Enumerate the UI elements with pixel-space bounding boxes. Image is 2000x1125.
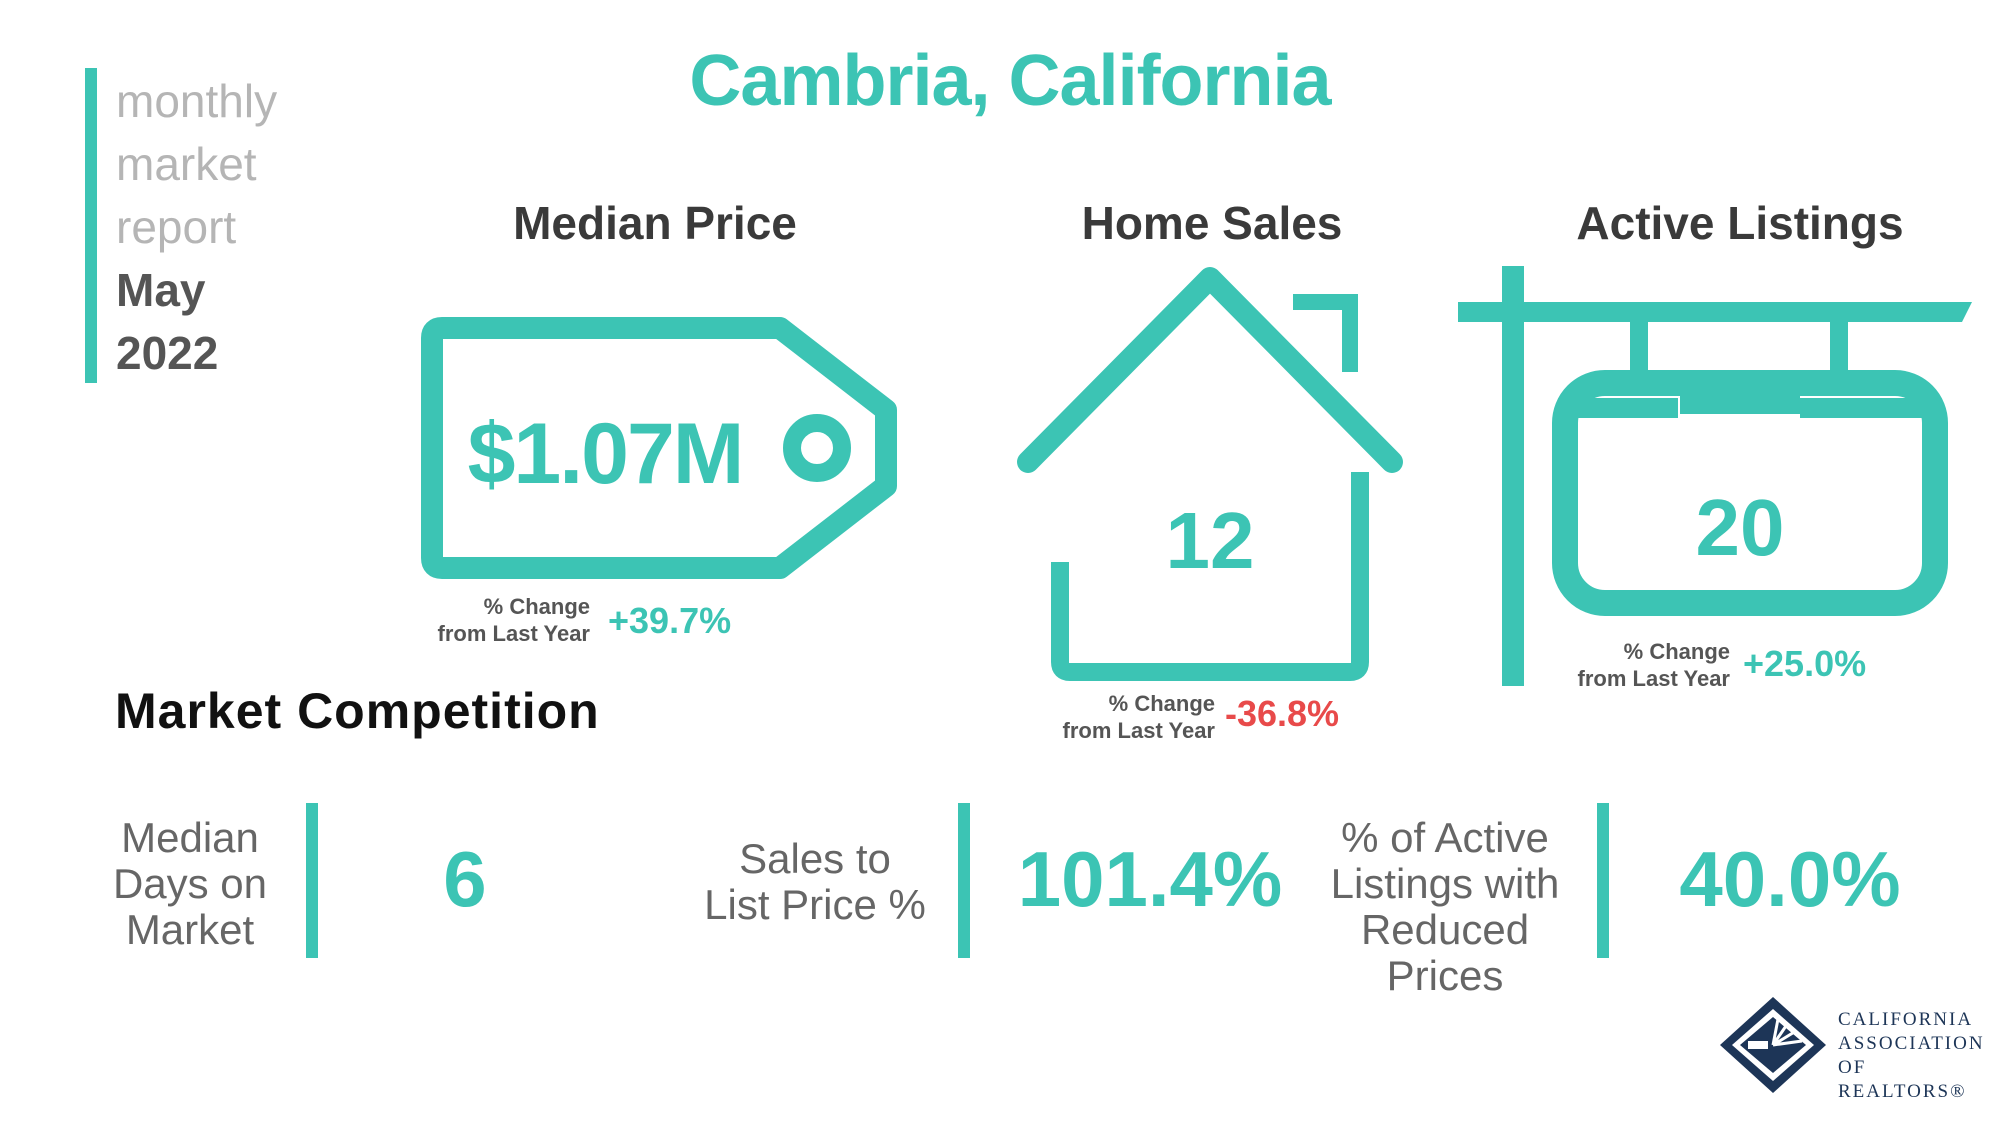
reduced-prices-value: 40.0% xyxy=(1679,835,1901,923)
days-on-market-label: Median Days on Market xyxy=(100,815,280,953)
kpi-label-line2: Days on xyxy=(112,860,268,907)
home-sales-value: 12 xyxy=(1165,496,1255,585)
change-label-line1: % Change xyxy=(1623,639,1730,664)
report-month: May xyxy=(116,264,206,316)
report-label-line1: monthly xyxy=(116,75,278,127)
median-price-change: +39.7% xyxy=(608,600,732,641)
house-icon xyxy=(1017,267,1403,681)
median-price-value: $1.07M xyxy=(467,406,745,502)
report-label-line3: report xyxy=(116,201,237,253)
logo-line3: OF REALTORS® xyxy=(1838,1057,1967,1102)
report-label-line2: market xyxy=(116,138,257,190)
days-on-market-divider xyxy=(306,803,318,958)
logo-text: CALIFORNIA ASSOCIATION OF REALTORS® xyxy=(1838,1008,2000,1104)
change-label-line2: from Last Year xyxy=(1062,718,1215,743)
kpi-label-line1: Median xyxy=(121,814,259,861)
reduced-prices-label: % of Active Listings with Reduced Prices xyxy=(1305,815,1585,999)
report-label: monthly market report May 2022 xyxy=(116,70,277,385)
sales-to-list-divider xyxy=(958,803,970,958)
car-logo-icon xyxy=(1720,997,1826,1093)
change-label-line2: from Last Year xyxy=(1577,666,1730,691)
reduced-prices-divider xyxy=(1597,803,1609,958)
price-tag-icon xyxy=(421,317,897,579)
sales-to-list-label: Sales to List Price % xyxy=(685,836,945,928)
report-year: 2022 xyxy=(116,327,219,379)
logo-line2: ASSOCIATION xyxy=(1838,1033,1985,1054)
kpi-label-line2: List Price % xyxy=(704,881,926,928)
active-listings-title: Active Listings xyxy=(1576,197,1904,249)
active-listings-change-label: % Change from Last Year xyxy=(1560,638,1730,692)
median-price-title: Median Price xyxy=(513,197,797,249)
days-on-market-value: 6 xyxy=(443,835,487,923)
kpi-label-line1: % of Active xyxy=(1341,814,1549,861)
sales-to-list-value: 101.4% xyxy=(1017,835,1283,923)
kpi-label-line1: Sales to xyxy=(739,835,891,882)
kpi-label-line3: Market xyxy=(125,906,255,953)
home-sales-change-label: % Change from Last Year xyxy=(1045,690,1215,744)
sidebar-accent-bar xyxy=(85,68,97,383)
market-competition-title: Market Competition xyxy=(115,683,600,739)
logo-line1: CALIFORNIA xyxy=(1838,1009,1974,1030)
change-label-line1: % Change xyxy=(483,594,590,619)
median-price-change-label: % Change from Last Year xyxy=(420,593,590,647)
home-sales-title: Home Sales xyxy=(1081,197,1343,249)
active-listings-value: 20 xyxy=(1695,483,1785,572)
change-label-line1: % Change xyxy=(1108,691,1215,716)
kpi-label-line2: Listings with xyxy=(1330,860,1560,907)
home-sales-change: -36.8% xyxy=(1225,693,1340,734)
page-title: Cambria, California xyxy=(689,41,1331,121)
change-label-line2: from Last Year xyxy=(437,621,590,646)
kpi-label-line3: Reduced Prices xyxy=(1360,906,1530,999)
active-listings-change: +25.0% xyxy=(1743,643,1867,684)
for-sale-sign-icon xyxy=(1458,266,1972,686)
